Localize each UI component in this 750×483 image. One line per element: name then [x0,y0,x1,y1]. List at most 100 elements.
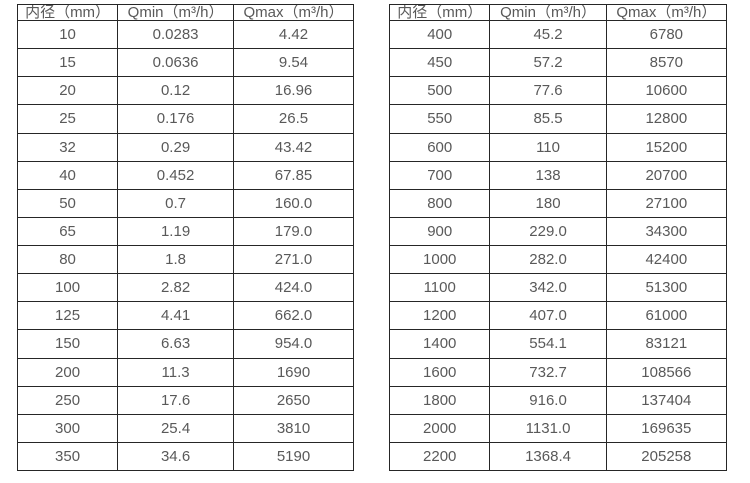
table-row: 2200 1368.4 205258 [388,441,728,472]
table-cell: 0.29 [117,132,235,162]
table-cell: 4.41 [117,301,235,331]
table-row: 200 11.3 1690 [16,357,354,387]
header-qmax: Qmax（m³/h） [605,4,728,21]
table-row: 100 2.82 424.0 [16,273,354,303]
table-cell: 1200 [388,301,491,331]
table-cell: 169635 [605,413,728,443]
table-cell: 662.0 [233,301,354,331]
table-cell: 450 [388,48,491,78]
table-cell: 27100 [605,188,728,218]
header-qmin: Qmin（m³/h） [489,4,607,21]
table-cell: 0.7 [117,188,235,218]
header-qmax: Qmax（m³/h） [233,4,354,21]
table-cell: 32 [16,132,119,162]
table-row: 内径（mm） Qmin（m³/h） Qmax（m³/h） [16,4,354,21]
table-row: 内径（mm） Qmin（m³/h） Qmax（m³/h） [388,4,728,21]
flow-table-large-diameters: 内径（mm） Qmin（m³/h） Qmax（m³/h） 400 45.2 6780… [388,4,728,472]
table-cell: 77.6 [489,76,607,106]
table-row: 65 1.19 179.0 [16,216,354,247]
table-cell: 2200 [388,441,491,472]
table-cell: 5190 [233,441,354,472]
table-row: 1400 554.1 83121 [388,329,728,359]
table-row: 1800 916.0 137404 [388,385,728,415]
table-cell: 1400 [388,329,491,359]
table-cell: 10 [16,19,119,50]
table-cell: 554.1 [489,329,607,359]
table-cell: 916.0 [489,385,607,415]
table-cell: 67.85 [233,160,354,190]
table-cell: 250 [16,385,119,415]
table-cell: 9.54 [233,48,354,78]
table-cell: 1.19 [117,216,235,247]
table-row: 1000 282.0 42400 [388,244,728,275]
table-cell: 2650 [233,385,354,415]
table-cell: 17.6 [117,385,235,415]
table-row: 500 77.6 10600 [388,76,728,106]
table-cell: 20700 [605,160,728,190]
table-cell: 16.96 [233,76,354,106]
table-cell: 61000 [605,301,728,331]
table-cell: 271.0 [233,244,354,275]
table-row: 150 6.63 954.0 [16,329,354,359]
table-cell: 110 [489,132,607,162]
table-cell: 179.0 [233,216,354,247]
table-cell: 11.3 [117,357,235,387]
table-cell: 550 [388,104,491,134]
table-cell: 954.0 [233,329,354,359]
table-cell: 85.5 [489,104,607,134]
table-row: 300 25.4 3810 [16,413,354,443]
table-cell: 400 [388,19,491,50]
table-cell: 342.0 [489,273,607,303]
table-cell: 15 [16,48,119,78]
table-row: 400 45.2 6780 [388,19,728,50]
table-cell: 800 [388,188,491,218]
table-cell: 205258 [605,441,728,472]
table-cell: 229.0 [489,216,607,247]
table-cell: 80 [16,244,119,275]
table-cell: 65 [16,216,119,247]
table-cell: 300 [16,413,119,443]
table-cell: 350 [16,441,119,472]
table-cell: 200 [16,357,119,387]
table-cell: 3810 [233,413,354,443]
table-cell: 500 [388,76,491,106]
table-cell: 50 [16,188,119,218]
table-header-row: 内径（mm） Qmin（m³/h） Qmax（m³/h） [16,4,354,21]
table-row: 1600 732.7 108566 [388,357,728,387]
table-cell: 25.4 [117,413,235,443]
table-row: 450 57.2 8570 [388,48,728,78]
table-cell: 138 [489,160,607,190]
table-row: 50 0.7 160.0 [16,188,354,218]
table-cell: 8570 [605,48,728,78]
table-row: 1100 342.0 51300 [388,273,728,303]
table-cell: 2000 [388,413,491,443]
table-cell: 424.0 [233,273,354,303]
table-cell: 1368.4 [489,441,607,472]
table-cell: 282.0 [489,244,607,275]
table-cell: 83121 [605,329,728,359]
table-row: 600 110 15200 [388,132,728,162]
table-cell: 20 [16,76,119,106]
table-body: 10 0.0283 4.42 15 0.0636 9.54 20 0.12 16.96 25 0.1… [16,19,354,472]
table-cell: 108566 [605,357,728,387]
table-row: 25 0.176 26.5 [16,104,354,134]
table-cell: 57.2 [489,48,607,78]
table-row: 80 1.8 271.0 [16,244,354,275]
table-cell: 700 [388,160,491,190]
table-row: 20 0.12 16.96 [16,76,354,106]
header-qmin: Qmin（m³/h） [117,4,235,21]
table-cell: 42400 [605,244,728,275]
table-cell: 0.0636 [117,48,235,78]
table-cell: 160.0 [233,188,354,218]
table-cell: 1800 [388,385,491,415]
table-cell: 1131.0 [489,413,607,443]
table-cell: 25 [16,104,119,134]
table-cell: 6780 [605,19,728,50]
table-cell: 15200 [605,132,728,162]
table-row: 900 229.0 34300 [388,216,728,247]
table-cell: 900 [388,216,491,247]
header-inner-diameter: 内径（mm） [388,4,491,21]
table-row: 1200 407.0 61000 [388,301,728,331]
table-cell: 180 [489,188,607,218]
